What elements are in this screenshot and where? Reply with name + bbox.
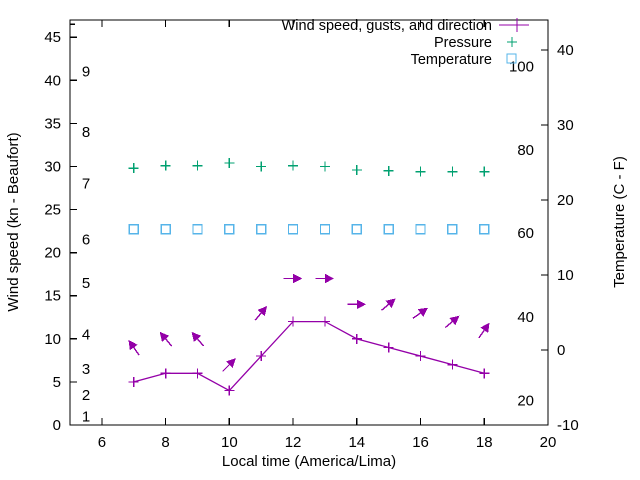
x-tick-label: 12 [285,434,302,451]
y-axis-knots: 0 5 10 15 20 25 30 35 40 45 [44,23,77,434]
y-axis-beaufort-inner: 1 2 3 4 5 6 7 8 9 [82,64,90,426]
gust-arrow-head [324,273,335,284]
temperature-point [319,224,331,235]
y-tick-label: 25 [44,202,61,219]
series-wind-gust-arrows [128,273,490,372]
x-tick-label: 10 [221,434,238,451]
beaufort-label: 4 [82,327,90,344]
y2-tick-label: 0 [557,342,565,359]
beaufort-label: 8 [82,124,90,141]
y2-tick-label: 30 [557,117,574,134]
series-pressure [128,158,490,177]
y-tick-label: 5 [53,374,61,391]
chart-legend: Wind speed, gusts, and direction Pressur… [282,18,529,68]
gust-arrow-head [257,305,268,317]
temperature-point [192,224,203,235]
x-tick-label: 18 [476,434,493,451]
beaufort-label: 5 [82,275,90,292]
y2-axis-title: Temperature (C - F) [611,156,628,288]
legend-label-pressure: Pressure [434,35,492,51]
temperature-point [383,224,394,235]
fahrenheit-label: 80 [517,142,534,159]
fahrenheit-label: 20 [517,392,534,409]
y-tick-label: 40 [44,72,61,89]
temperature-point [224,224,235,235]
y-tick-label: 20 [44,245,61,262]
temperature-point [447,224,458,235]
x-tick-label: 8 [161,434,169,451]
legend-marker-temperature-icon [506,53,517,64]
y-axis-title: Wind speed (kn - Beaufort) [5,132,22,311]
beaufort-label: 6 [82,232,90,249]
temperature-point [128,224,139,235]
x-tick-label: 6 [98,434,106,451]
plot-frame [69,19,549,426]
temperature-point [479,224,490,235]
wind-speed-line [133,320,485,392]
y-tick-label: 10 [44,331,61,348]
fahrenheit-label: 40 [517,309,534,326]
x-tick-label: 16 [412,434,429,451]
x-axis-localtime: 6 8 10 12 14 16 18 20 [98,20,557,451]
y2-axis-celsius: -10 0 10 20 30 40 [541,42,579,434]
legend-label-wind: Wind speed, gusts, and direction [282,18,492,34]
legend-marker-pressure-icon [507,37,517,47]
gust-arrow-head [128,339,138,351]
x-tick-label: 20 [540,434,557,451]
gust-arrow-head [159,331,170,342]
fahrenheit-label: 60 [517,225,534,242]
y-tick-label: 0 [53,417,61,434]
series-temperature [128,224,490,235]
gust-arrow-head [449,315,460,326]
beaufort-label: 1 [82,408,90,425]
y2-tick-label: 20 [557,192,574,209]
gust-arrow-head [480,322,490,333]
gust-arrow-head [191,331,202,342]
beaufort-label: 9 [82,64,90,81]
gust-arrow-head [293,273,303,284]
gust-arrow-head [417,307,429,317]
x-tick-label: 14 [348,434,365,451]
y-tick-label: 30 [44,158,61,175]
temperature-point [351,224,362,235]
temperature-point [256,224,267,235]
y2-axis-fahrenheit-inner: 20 40 60 80 100 [509,59,534,410]
y-tick-label: 15 [44,288,61,305]
y2-tick-label: -10 [557,417,579,434]
y2-tick-label: 10 [557,267,574,284]
legend-label-temperature: Temperature [411,52,492,68]
gust-arrow-head [225,358,236,369]
beaufort-label: 7 [82,176,90,193]
legend-marker-wind-icon [499,18,529,32]
series-wind-speed [128,316,490,396]
gust-arrow-head [356,299,366,310]
temperature-point [287,224,299,235]
beaufort-label: 3 [82,361,90,378]
fahrenheit-label: 100 [509,59,534,76]
y2-tick-label: 40 [557,42,574,59]
x-axis-title: Local time (America/Lima) [222,453,396,470]
gust-arrow-head [385,298,396,309]
temperature-point [160,224,171,235]
beaufort-label: 2 [82,387,90,404]
temperature-point [415,224,426,235]
y-tick-label: 35 [44,115,61,132]
y-tick-label: 45 [44,29,61,46]
